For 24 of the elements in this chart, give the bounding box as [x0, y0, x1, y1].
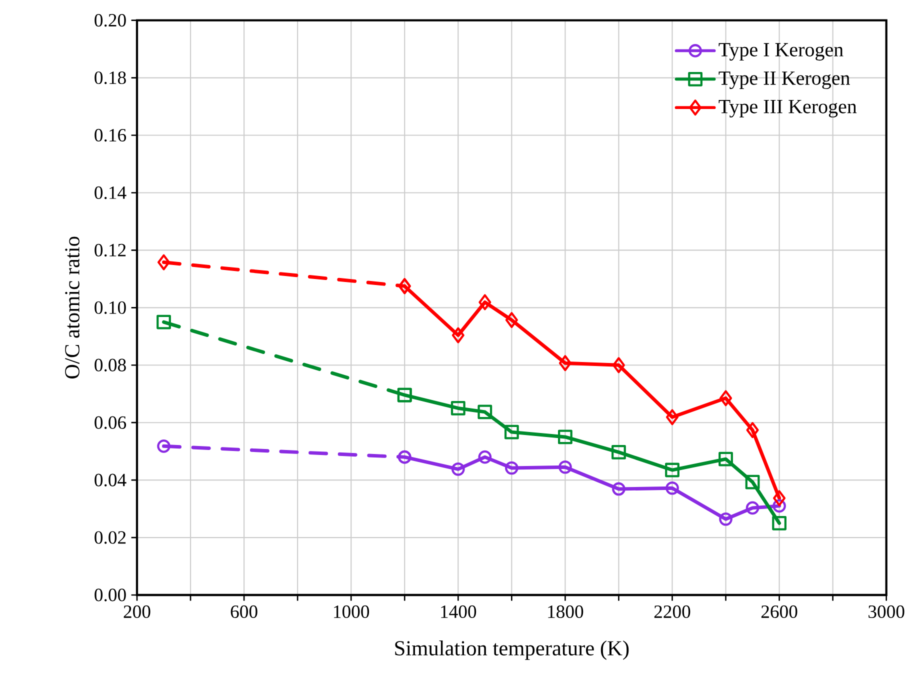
- y-tick-label: 0.14: [94, 186, 126, 200]
- legend-label: Type III Kerogen: [718, 100, 857, 118]
- x-tick-label: 2200: [654, 605, 690, 618]
- y-axis-title: O/C atomic ratio: [65, 236, 80, 378]
- y-tick-label: 0.16: [94, 128, 126, 142]
- y-tick-label: 0.06: [94, 416, 126, 429]
- y-tick-label: 0.08: [94, 358, 126, 372]
- x-tick-label: 1800: [548, 605, 584, 618]
- x-tick-label: 3000: [868, 605, 904, 618]
- x-axis-title: Simulation temperature (K): [395, 640, 629, 660]
- y-tick-label: 0.18: [94, 71, 126, 84]
- legend-label: Type II Kerogen: [718, 72, 850, 90]
- x-tick-label: 600: [230, 605, 258, 618]
- y-tick-label: 0.12: [94, 244, 126, 257]
- x-tick-label: 1400: [441, 605, 476, 618]
- y-tick-label: 0.00: [94, 588, 126, 602]
- y-tick-label: 0.02: [94, 531, 126, 544]
- y-tick-label: 0.20: [94, 14, 126, 27]
- legend-label: Type I Kerogen: [718, 43, 844, 61]
- x-tick-label: 2600: [761, 605, 798, 618]
- y-tick-label: 0.04: [94, 474, 126, 486]
- y-tick-label: 0.10: [94, 301, 126, 314]
- x-tick-label: 200: [124, 605, 150, 618]
- x-tick-label: 1000: [334, 605, 370, 618]
